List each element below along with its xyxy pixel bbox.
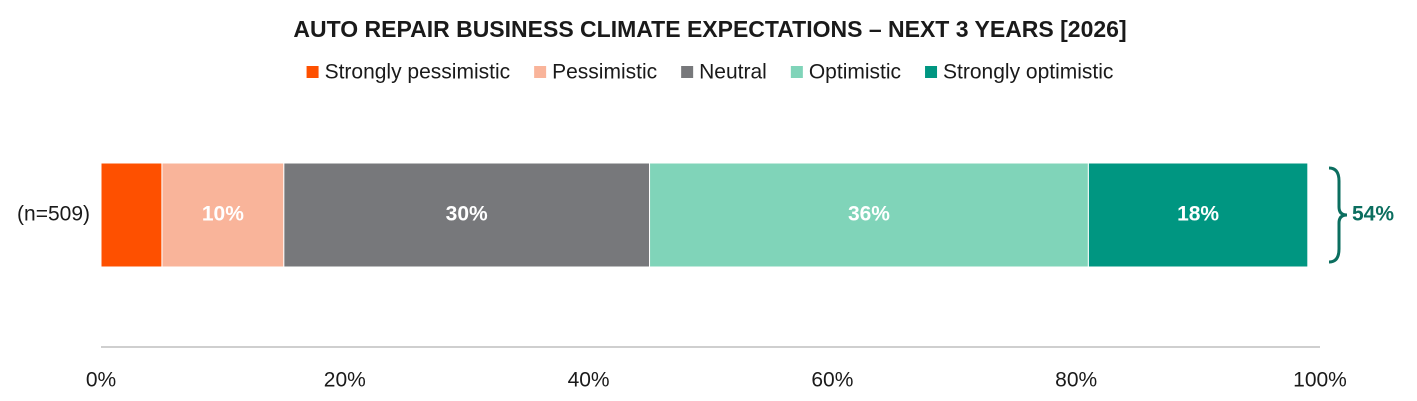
legend-swatch [925, 66, 938, 78]
legend-label: Optimistic [809, 61, 901, 84]
chart-title: AUTO REPAIR BUSINESS CLIMATE EXPECTATION… [293, 16, 1126, 42]
x-tick-label: 100% [1293, 369, 1347, 392]
legend-label: Neutral [699, 61, 767, 84]
bar-segment [161, 162, 285, 268]
bar-segment [1087, 162, 1309, 268]
legend-label: Strongly pessimistic [325, 61, 511, 84]
bar-segment [283, 162, 651, 268]
value-label: 36% [848, 203, 890, 226]
annotation: 54% [1352, 203, 1394, 226]
x-tick-label: 20% [324, 369, 366, 392]
bar-segment [100, 162, 163, 268]
value-label: 30% [446, 203, 488, 226]
legend-swatch [534, 66, 547, 78]
legend-swatch [306, 66, 319, 78]
x-tick-label: 40% [568, 369, 610, 392]
bracket [1328, 166, 1348, 264]
category-label: (n=509) [17, 203, 90, 226]
value-label: 18% [1177, 203, 1219, 226]
value-label: 10% [202, 203, 244, 226]
legend-swatch [681, 66, 694, 78]
bar-segment [649, 162, 1089, 268]
legend-swatch [790, 66, 803, 78]
legend-label: Strongly optimistic [943, 61, 1113, 84]
x-tick-label: 80% [1055, 369, 1097, 392]
x-tick-label: 0% [86, 369, 116, 392]
x-tick-label: 60% [811, 369, 853, 392]
legend-label: Pessimistic [552, 61, 657, 84]
